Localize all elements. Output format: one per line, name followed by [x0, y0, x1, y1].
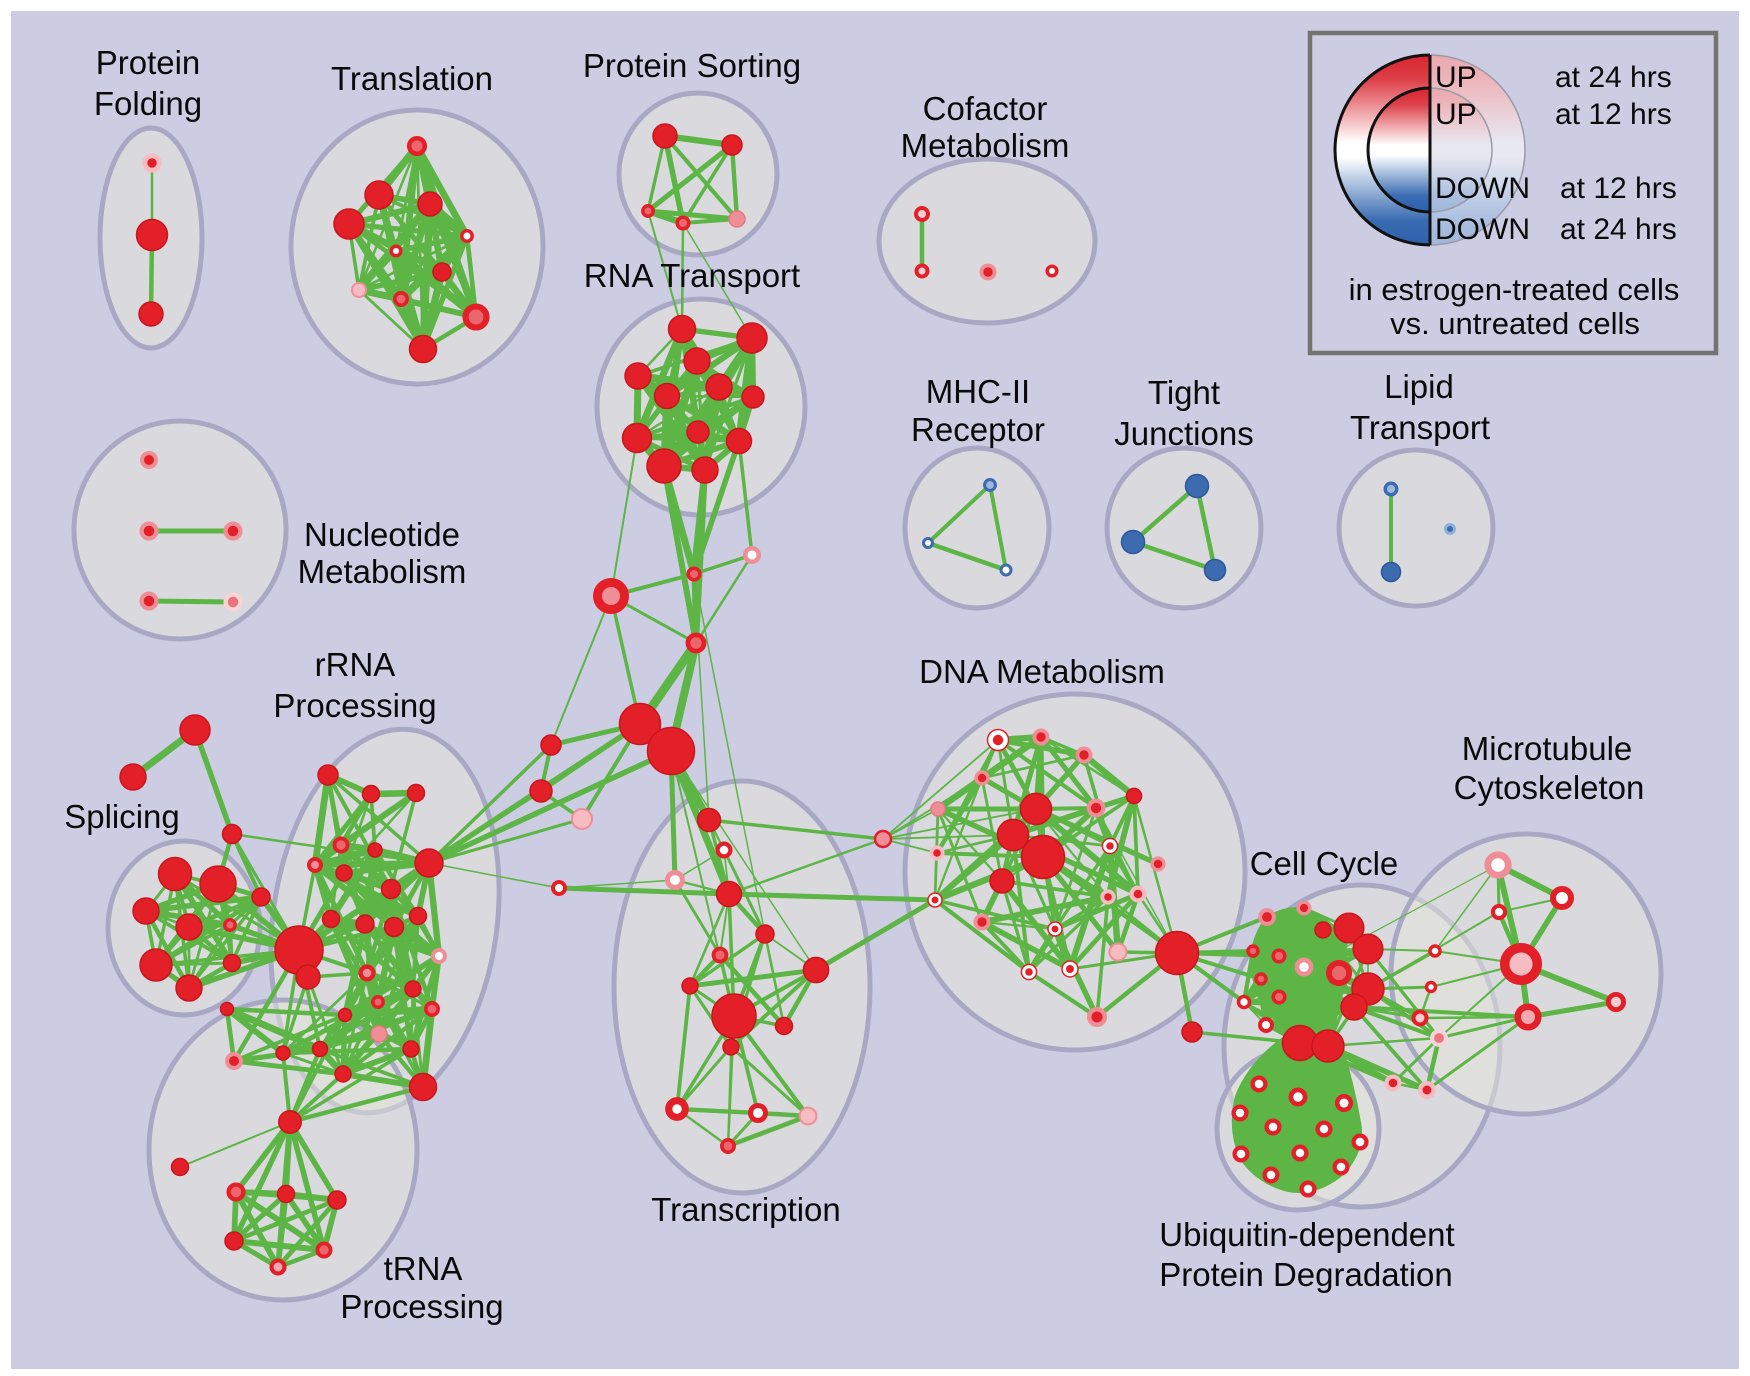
- svg-text:Cytoskeleton: Cytoskeleton: [1454, 769, 1645, 806]
- svg-text:Transcription: Transcription: [651, 1191, 841, 1228]
- svg-text:at 12 hrs: at 12 hrs: [1560, 172, 1677, 205]
- svg-text:RNA Transport: RNA Transport: [584, 257, 800, 294]
- svg-text:Splicing: Splicing: [64, 798, 180, 835]
- svg-text:Metabolism: Metabolism: [298, 553, 467, 590]
- svg-text:Translation: Translation: [331, 60, 493, 97]
- svg-text:Processing: Processing: [273, 687, 436, 724]
- svg-text:DOWN: DOWN: [1435, 172, 1530, 205]
- svg-text:vs. untreated cells: vs. untreated cells: [1390, 306, 1640, 341]
- svg-text:MHC-II: MHC-II: [926, 373, 1030, 410]
- svg-text:Receptor: Receptor: [911, 411, 1045, 448]
- svg-text:Protein Degradation: Protein Degradation: [1159, 1256, 1453, 1293]
- svg-text:rRNA: rRNA: [315, 646, 396, 683]
- svg-text:UP: UP: [1435, 98, 1477, 131]
- svg-text:Folding: Folding: [94, 85, 202, 122]
- svg-text:Lipid: Lipid: [1384, 368, 1454, 405]
- svg-text:Protein Sorting: Protein Sorting: [583, 47, 801, 84]
- svg-text:Ubiquitin-dependent: Ubiquitin-dependent: [1159, 1216, 1454, 1253]
- svg-text:Transport: Transport: [1350, 409, 1490, 446]
- svg-text:UP: UP: [1435, 61, 1477, 94]
- svg-text:DNA Metabolism: DNA Metabolism: [919, 653, 1165, 690]
- svg-text:tRNA: tRNA: [384, 1250, 463, 1287]
- svg-text:Processing: Processing: [340, 1288, 503, 1325]
- svg-text:DOWN: DOWN: [1435, 213, 1530, 246]
- svg-text:at 12 hrs: at 12 hrs: [1555, 98, 1672, 131]
- svg-text:Microtubule: Microtubule: [1462, 730, 1633, 767]
- svg-text:Tight: Tight: [1148, 374, 1220, 411]
- svg-text:in estrogen-treated cells: in estrogen-treated cells: [1349, 272, 1680, 307]
- svg-text:at 24 hrs: at 24 hrs: [1560, 213, 1677, 246]
- svg-text:Nucleotide: Nucleotide: [304, 516, 460, 553]
- svg-text:Junctions: Junctions: [1114, 415, 1253, 452]
- svg-text:Cell Cycle: Cell Cycle: [1250, 845, 1399, 882]
- svg-text:at 24 hrs: at 24 hrs: [1555, 61, 1672, 94]
- svg-text:Metabolism: Metabolism: [901, 127, 1070, 164]
- svg-text:Cofactor: Cofactor: [923, 90, 1048, 127]
- svg-text:Protein: Protein: [96, 44, 201, 81]
